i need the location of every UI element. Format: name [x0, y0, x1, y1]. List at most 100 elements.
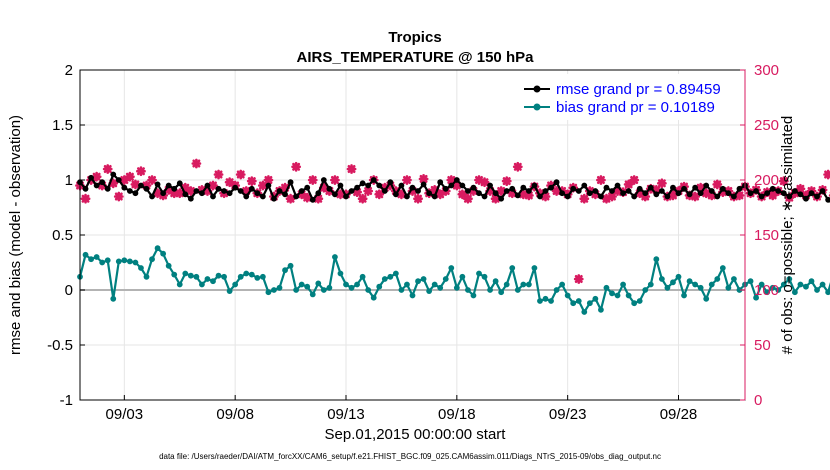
- bias-series-point: [803, 283, 809, 290]
- obs-asterisk-point: [778, 176, 789, 186]
- obs-asterisk-point: [607, 191, 617, 202]
- rmse-series-point: [315, 190, 322, 197]
- bias-series-point: [731, 276, 737, 282]
- rmse-series-point: [232, 184, 239, 191]
- bias-series-point: [398, 287, 405, 293]
- bias-series-point: [121, 257, 128, 264]
- bias-series-point: [559, 281, 566, 288]
- bias-series-point: [315, 280, 322, 287]
- bias-series-point: [609, 290, 615, 297]
- bias-series-point: [703, 295, 710, 302]
- obs-asterisk-stroke: [458, 190, 467, 199]
- obs-asterisk-point: [174, 188, 185, 199]
- obs-asterisk-stroke: [281, 183, 290, 192]
- bias-series-point: [764, 289, 771, 296]
- legend-box: [520, 74, 740, 120]
- obs-asterisk-stroke: [402, 176, 411, 184]
- rmse-series-point: [426, 190, 433, 197]
- bias-series-point: [570, 300, 577, 307]
- bias-series-point: [509, 265, 516, 271]
- bias-series-point: [498, 289, 505, 296]
- obs-asterisk-stroke: [192, 159, 201, 168]
- legend-rmse-marker: [533, 85, 541, 93]
- rmse-series-point: [326, 185, 333, 192]
- bias-series-point: [370, 294, 377, 301]
- rmse-series-point: [570, 185, 577, 192]
- obs-asterisk-point: [523, 190, 534, 201]
- rmse-series-point: [442, 185, 449, 192]
- obs-asterisk-point: [446, 175, 457, 185]
- bias-series-point: [171, 271, 178, 278]
- obs-asterisk-stroke: [225, 178, 234, 187]
- rmse-series-point: [780, 190, 787, 197]
- obs-asterisk-point: [540, 191, 551, 202]
- rmse-series-point: [537, 193, 543, 200]
- rmse-series-point: [171, 185, 178, 192]
- rmse-series-point: [581, 182, 588, 189]
- bias-series: [77, 245, 830, 315]
- obs-asterisk-stroke: [264, 176, 273, 184]
- rmse-series-point: [298, 188, 305, 194]
- obs-asterisk-stroke: [375, 190, 384, 199]
- rmse-series-point: [808, 190, 815, 197]
- bias-series-point: [808, 278, 815, 285]
- rmse-series-point: [681, 185, 687, 192]
- rmse-series-point: [104, 185, 111, 192]
- chart-title: Tropics: [388, 29, 441, 46]
- obs-asterisk-point: [629, 175, 640, 185]
- obs-asterisk-point: [402, 175, 412, 185]
- x-tick-label: 09/28: [660, 406, 698, 423]
- obs-asterisk-point: [712, 179, 723, 190]
- rmse-series-point: [725, 190, 732, 197]
- obs-asterisk-stroke: [303, 193, 312, 202]
- rmse-series-point: [348, 188, 355, 194]
- bias-series-point: [542, 295, 549, 302]
- rmse-series-point: [431, 193, 438, 200]
- obs-asterisk-stroke: [148, 176, 157, 184]
- rmse-series-point: [642, 190, 649, 197]
- rmse-series-point: [88, 174, 94, 181]
- obs-asterisk-point: [302, 192, 313, 203]
- obs-asterisk-stroke: [552, 187, 561, 195]
- bias-series-point: [326, 284, 333, 291]
- bias-series-point: [165, 262, 172, 269]
- bias-series-point: [697, 284, 704, 291]
- rmse-series-point: [320, 177, 327, 183]
- bias-series-point: [304, 283, 311, 290]
- rmse-series-point: [437, 179, 444, 186]
- bias-series-point: [575, 298, 582, 304]
- obs-asterisk-stroke: [358, 194, 367, 203]
- obs-asterisk-stroke: [286, 194, 295, 203]
- bias-series-point: [465, 287, 471, 293]
- obs-asterisk-stroke: [397, 190, 406, 199]
- obs-asterisk-point: [357, 193, 368, 204]
- y2-tick-label: 0: [754, 392, 762, 409]
- rmse-series-point: [476, 190, 482, 197]
- bias-series-point: [426, 288, 433, 294]
- bias-series-point: [248, 271, 255, 278]
- rmse-series-point: [237, 188, 244, 194]
- rmse-series-point: [381, 188, 388, 194]
- rmse-series-point: [703, 182, 710, 189]
- y-tick-label: 0.5: [52, 227, 73, 244]
- data-file-note: data file: /Users/raeder/DAI/ATM_forcXX/…: [159, 452, 661, 461]
- bias-series-point: [503, 281, 510, 288]
- rmse-series-point: [115, 177, 122, 183]
- rmse-series-point: [764, 190, 771, 197]
- obs-asterisk-stroke: [153, 189, 162, 198]
- obs-asterisk-stroke: [236, 170, 245, 179]
- rmse-series-point: [614, 182, 621, 189]
- rmse-series-point: [564, 193, 571, 200]
- bias-series-point: [104, 257, 111, 264]
- bias-series-point: [470, 292, 477, 299]
- obs-asterisk-point: [80, 193, 91, 204]
- rmse-series-point: [559, 190, 566, 197]
- bias-series-point: [82, 251, 89, 258]
- rmse-series-point: [675, 190, 682, 197]
- bias-series-point: [193, 273, 200, 280]
- rmse-series-point: [110, 171, 117, 178]
- rmse-series-point: [465, 188, 471, 194]
- bias-series-point: [586, 300, 593, 307]
- obs-asterisk-stroke: [136, 167, 145, 176]
